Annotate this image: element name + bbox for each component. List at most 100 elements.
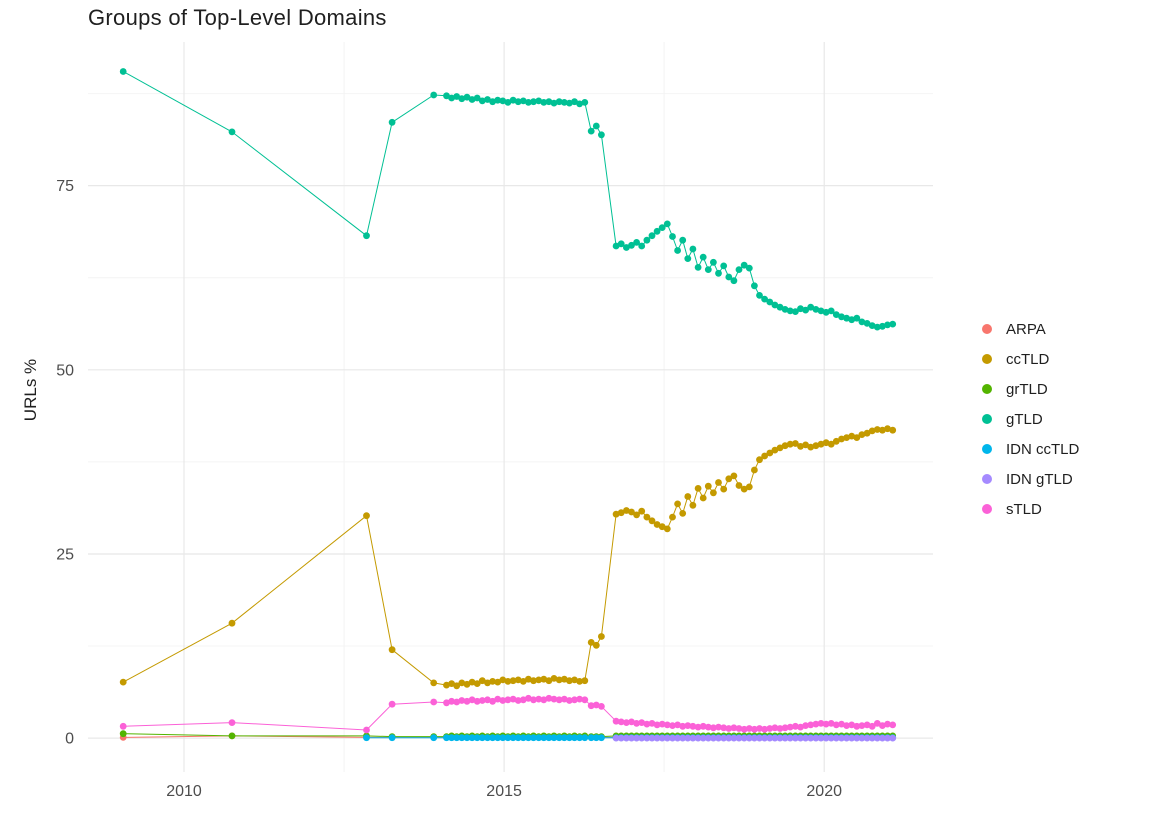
series-point-cctld <box>699 494 707 502</box>
series-point-gtld <box>751 282 758 290</box>
series-point-gtld <box>689 245 697 253</box>
series-point-stld <box>725 725 733 732</box>
series-point-cctld <box>745 483 753 491</box>
series-point-gtld <box>766 298 774 306</box>
series-point-cctld <box>853 434 861 441</box>
series-point-gtld <box>725 273 733 281</box>
series-point-gtld <box>443 92 450 100</box>
series-point-idn-gtld <box>725 734 733 742</box>
series-point-idn-gtld <box>879 734 886 742</box>
series-point-cctld <box>863 429 871 437</box>
series-point-idn-gtld <box>766 734 774 742</box>
series-point-cctld <box>843 434 850 441</box>
series-point-cctld <box>873 426 881 433</box>
series-point-idn-cctld <box>473 734 481 742</box>
series-point-cctld <box>684 493 692 500</box>
series-point-idn-gtld <box>684 734 692 742</box>
series-point-stld <box>684 722 692 729</box>
series-point-idn-gtld <box>843 734 850 742</box>
series-point-stld <box>514 697 522 704</box>
series-point-idn-cctld <box>509 734 517 742</box>
series-point-cctld <box>730 472 738 480</box>
series-point-cctld <box>530 677 537 685</box>
series-point-stld <box>669 722 676 729</box>
series-point-idn-gtld <box>827 734 835 742</box>
series-point-cctld <box>715 479 722 486</box>
series-point-idn-gtld <box>730 734 738 742</box>
legend-item-grtld: grTLD <box>982 374 1079 404</box>
series-point-gtld <box>827 307 835 315</box>
series-point-stld <box>587 702 595 710</box>
series-point-idn-cctld <box>576 734 583 742</box>
series-point-gtld <box>633 239 640 246</box>
series-point-idn-gtld <box>812 734 820 742</box>
series-point-idn-cctld <box>540 734 548 742</box>
series-point-gtld <box>658 224 666 232</box>
series-point-gtld <box>710 258 717 266</box>
series-point-cctld <box>628 508 635 516</box>
series-point-gtld <box>776 303 784 311</box>
series-point-idn-gtld <box>863 734 871 742</box>
series-point-cctld <box>735 482 743 489</box>
series-point-stld <box>740 725 748 733</box>
series-point-cctld <box>694 485 702 492</box>
series-point-gtld <box>868 322 876 329</box>
series-point-cctld <box>838 435 845 443</box>
series-point-cctld <box>879 426 886 434</box>
series-point-gtld <box>504 99 512 106</box>
series-point-stld <box>628 718 635 726</box>
series-point-stld <box>771 724 779 732</box>
legend-item-gtld: gTLD <box>982 404 1079 434</box>
series-point-stld <box>388 700 396 708</box>
series-point-cctld <box>766 449 774 457</box>
series-point-cctld <box>740 485 748 493</box>
series-point-idn-gtld <box>628 734 635 742</box>
series-line-cctld <box>122 428 893 687</box>
series-point-stld <box>648 720 656 727</box>
series-point-stld <box>889 721 897 729</box>
series-point-idn-gtld <box>720 734 728 742</box>
series-point-stld <box>540 696 548 704</box>
series-point-stld <box>633 720 640 727</box>
series-point-gtld <box>514 98 522 106</box>
series-point-stld <box>674 721 681 729</box>
series-point-idn-gtld <box>776 734 784 742</box>
series-point-cctld <box>720 485 728 493</box>
legend-label: grTLD <box>1006 380 1048 398</box>
series-point-stld <box>643 720 651 728</box>
series-point-cctld <box>725 475 733 483</box>
series-point-cctld <box>638 507 646 515</box>
series-point-cctld <box>797 443 804 450</box>
series-point-cctld <box>581 677 589 685</box>
series-point-cctld <box>612 510 620 518</box>
series-point-cctld <box>756 456 763 464</box>
series-point-gtld <box>638 242 646 250</box>
series-point-idn-gtld <box>792 734 799 742</box>
series-point-stld <box>863 721 871 729</box>
series-point-idn-cctld <box>458 734 466 742</box>
legend: ARPA ccTLD grTLD gTLD IDN ccTLD IDN gTLD sTLD <box>982 314 1079 524</box>
series-point-gtld <box>797 305 804 313</box>
series-point-idn-cctld <box>545 734 553 742</box>
y-tick-label: 75 <box>56 178 74 195</box>
series-point-grtld <box>119 730 127 738</box>
series-point-gtld <box>822 308 830 316</box>
series-point-idn-gtld <box>797 734 804 742</box>
series-point-gtld <box>448 94 455 102</box>
series-point-cctld <box>514 676 522 684</box>
series-point-gtld <box>628 241 635 249</box>
series-point-cctld <box>453 682 461 690</box>
series-point-gtld <box>674 247 681 254</box>
series-point-gtld <box>694 264 702 271</box>
series-point-cctld <box>458 679 466 687</box>
series-point-stld <box>560 695 568 703</box>
y-tick-label: 0 <box>65 731 74 748</box>
series-point-stld <box>453 698 461 706</box>
series-point-stld <box>761 725 768 733</box>
series-point-stld <box>653 721 661 729</box>
series-point-gtld <box>730 277 738 285</box>
series-point-cctld <box>623 507 630 514</box>
legend-item-idn-cctld: IDN ccTLD <box>982 434 1079 464</box>
series-point-idn-cctld <box>443 734 450 742</box>
series-point-grtld <box>228 732 236 740</box>
